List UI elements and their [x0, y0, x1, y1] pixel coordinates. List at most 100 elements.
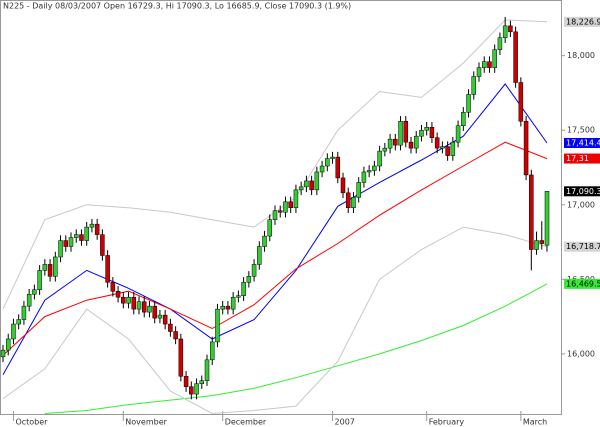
- y-tick-label: 18,000: [567, 51, 595, 60]
- candle-body: [168, 323, 173, 332]
- candle-body: [450, 141, 456, 156]
- candle-body: [523, 121, 529, 176]
- candle-body: [304, 180, 309, 188]
- candle-body: [403, 121, 409, 143]
- candle-body: [220, 305, 225, 310]
- candle-body: [262, 235, 267, 247]
- candle-body: [330, 156, 335, 159]
- candle-body: [272, 210, 278, 220]
- candle-body: [189, 386, 194, 395]
- candle-body: [393, 138, 398, 146]
- candle-body: [246, 276, 252, 283]
- candle-body: [340, 177, 346, 194]
- candle-body: [277, 210, 283, 213]
- candle-body: [377, 150, 382, 167]
- candle-body: [152, 305, 157, 319]
- candle-body: [257, 246, 262, 265]
- candle-body: [529, 174, 534, 250]
- candle-body: [372, 165, 377, 171]
- candle-body: [345, 192, 351, 209]
- candle-body: [325, 158, 330, 167]
- candle-body: [11, 323, 16, 340]
- candle-body: [110, 282, 116, 292]
- candle-body: [487, 61, 492, 68]
- price-label: 16,718.7: [566, 242, 600, 251]
- x-tick-label: December: [225, 418, 267, 427]
- candle-body: [466, 94, 471, 113]
- price-label-box: [564, 186, 600, 197]
- x-tick-label: February: [429, 418, 465, 427]
- candle-body: [115, 290, 121, 298]
- candle-body: [398, 121, 403, 146]
- candle-body: [21, 305, 27, 320]
- candle-body: [293, 189, 299, 209]
- candle-body: [440, 146, 445, 149]
- indicator-line: [44, 283, 548, 414]
- candle-body: [471, 76, 477, 95]
- candle-body: [251, 264, 257, 277]
- price-label-box: [564, 153, 600, 164]
- candle-body: [225, 305, 231, 310]
- candle-body: [230, 296, 236, 310]
- candle-body: [298, 186, 304, 191]
- candle-body: [42, 264, 48, 271]
- x-tick-label: October: [15, 418, 48, 427]
- price-label-box: [564, 137, 600, 148]
- candle-body: [461, 112, 466, 127]
- candle-body: [58, 240, 63, 258]
- price-label-box: [564, 278, 600, 289]
- candle-body: [126, 296, 131, 304]
- candle-body: [5, 338, 11, 351]
- candle-body: [408, 141, 414, 149]
- candle-body: [288, 201, 293, 209]
- candle-body: [513, 31, 518, 83]
- candle-body: [319, 165, 325, 173]
- candle-body: [199, 380, 205, 384]
- candle-body: [173, 331, 178, 340]
- candle-body: [32, 289, 37, 295]
- candle-body: [157, 314, 163, 319]
- y-tick-label: 17,000: [567, 200, 595, 209]
- x-tick-label: March: [523, 418, 547, 427]
- candle-body: [162, 314, 168, 325]
- candle-body: [73, 234, 79, 238]
- price-label-box: [564, 241, 600, 252]
- price-label: 17,090.3: [566, 187, 600, 196]
- candle-body: [100, 234, 105, 256]
- candle-body: [539, 240, 545, 244]
- candle-body: [314, 171, 320, 191]
- candle-body: [534, 240, 539, 250]
- candle-body: [434, 137, 440, 149]
- candle-body: [63, 240, 69, 247]
- candle-body: [105, 255, 110, 283]
- candle-body: [241, 282, 246, 296]
- candle-body: [16, 319, 21, 325]
- candle-body: [79, 234, 84, 241]
- candle-body: [518, 82, 524, 122]
- candle-body: [508, 25, 513, 33]
- candle-body: [424, 126, 429, 131]
- candle-body: [53, 256, 58, 277]
- indicator-line: [2, 141, 548, 356]
- y-tick-label: 16,000: [567, 349, 595, 358]
- candle-body: [141, 301, 147, 313]
- candle-body: [382, 147, 388, 152]
- candle-body: [429, 126, 435, 138]
- candle-body: [413, 135, 419, 149]
- candle-body: [204, 359, 210, 381]
- candle-body: [351, 197, 356, 209]
- candle-body: [84, 226, 89, 241]
- candle-body: [309, 180, 314, 191]
- candle-body: [68, 237, 74, 247]
- x-tick-label: 2007: [335, 418, 355, 427]
- x-tick-label: November: [125, 418, 167, 427]
- price-label: 16,469.5: [566, 279, 600, 288]
- candle-body: [283, 201, 288, 213]
- candle-body: [194, 383, 199, 395]
- candle-body: [366, 170, 372, 173]
- candle-body: [131, 296, 137, 310]
- candle-body: [476, 67, 482, 77]
- chart-title: N225 - Daily 08/03/2007 Open 16729.3, Hi…: [3, 2, 351, 11]
- price-label: 18,226.9: [566, 17, 600, 26]
